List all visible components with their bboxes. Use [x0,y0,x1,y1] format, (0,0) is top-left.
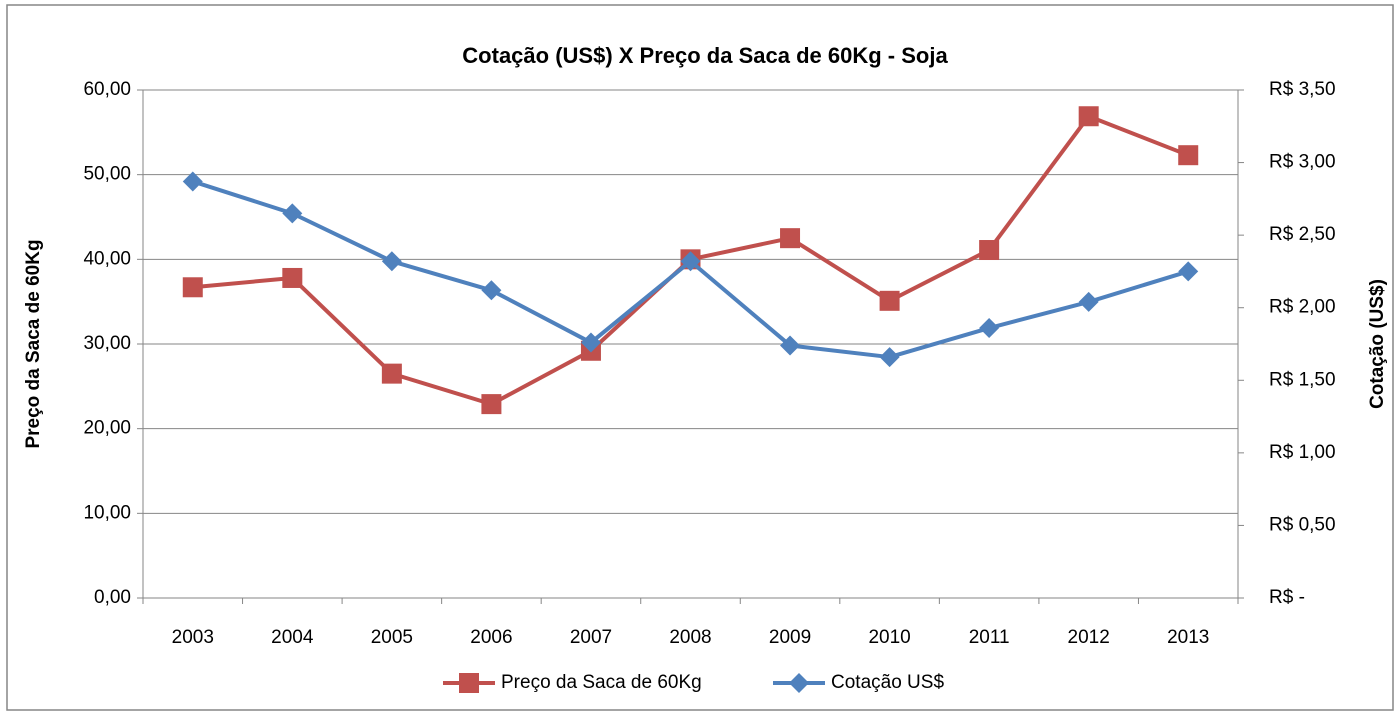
data-point [780,228,801,249]
data-point [680,251,701,272]
data-point [879,290,900,311]
x-tick-label: 2006 [470,627,512,648]
x-tick-label: 2011 [969,627,1010,648]
y2-tick-label: R$ 0,50 [1269,514,1336,535]
y2-tick-label: R$ 1,00 [1269,442,1336,463]
y2-tick-label: R$ 3,00 [1269,152,1336,173]
legend-marker [459,673,479,693]
data-point [1178,261,1199,282]
y2-axis-title: Cotação (US$) [1367,279,1388,409]
y2-tick-label: R$ 2,50 [1269,224,1336,245]
legend-label: Cotação US$ [831,672,944,693]
data-point [481,280,502,301]
legend-marker [789,673,809,693]
data-point [1178,145,1199,166]
data-point [979,240,1000,261]
x-tick-label: 2005 [371,627,413,648]
y-tick-label: 60,00 [83,79,131,100]
x-tick-label: 2007 [570,627,612,648]
y-axis-title: Preço da Saca de 60Kg [23,239,44,448]
data-point [282,267,303,288]
data-point [481,394,502,415]
x-tick-label: 2003 [172,627,214,648]
y-tick-label: 20,00 [83,418,131,439]
x-tick-label: 2009 [769,627,811,648]
data-point [1078,106,1099,127]
x-tick-label: 2012 [1068,627,1110,648]
x-tick-label: 2004 [271,627,314,648]
chart-frame [6,4,1394,711]
y-tick-label: 0,00 [94,587,131,608]
legend-label: Preço da Saca de 60Kg [501,672,702,693]
data-point [182,277,203,298]
y-tick-label: 40,00 [83,248,131,269]
y2-tick-label: R$ 1,50 [1269,369,1336,390]
data-point [381,251,402,272]
data-point [879,347,900,368]
x-tick-label: 2008 [669,627,711,648]
x-tick-label: 2013 [1167,627,1209,648]
data-point [182,171,203,192]
y-tick-label: 10,00 [83,502,131,523]
data-point [979,318,1000,339]
y2-tick-label: R$ 2,00 [1269,297,1336,318]
y-tick-label: 30,00 [83,333,131,354]
data-point [580,332,601,353]
y2-tick-label: R$ 3,50 [1269,79,1336,100]
data-point [780,335,801,356]
chart-title: Cotação (US$) X Preço da Saca de 60Kg - … [462,43,948,68]
data-point [381,363,402,384]
y2-tick-label: R$ - [1269,587,1305,608]
data-point [282,203,303,224]
y-tick-label: 50,00 [83,164,131,185]
data-point [1078,291,1099,312]
x-tick-label: 2010 [868,627,910,648]
